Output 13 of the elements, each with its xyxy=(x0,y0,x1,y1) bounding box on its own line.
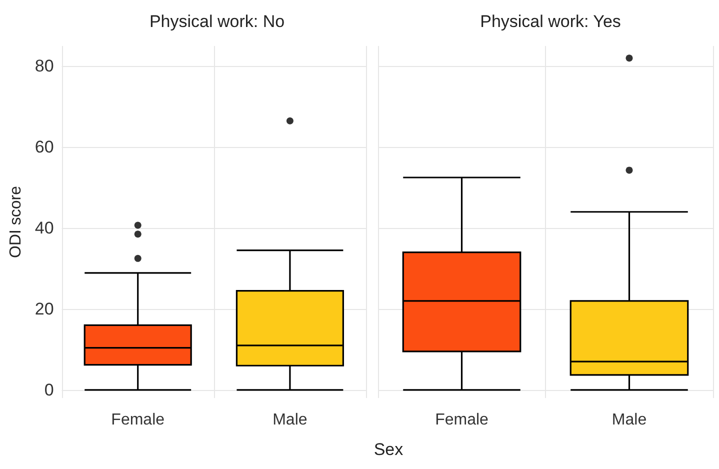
chart-title: Physical work: Yes xyxy=(480,12,621,31)
y-tick-label: 40 xyxy=(34,218,54,238)
x-axis-title: Sex xyxy=(372,440,404,460)
y-axis-title: ODI score xyxy=(8,186,24,258)
x-tick-label: Female xyxy=(435,412,489,428)
y-tick-label: 0 xyxy=(44,380,54,400)
x-tick-label: Male xyxy=(272,412,308,428)
chart-title: Physical work: No xyxy=(149,12,285,31)
y-tick-label: 80 xyxy=(34,56,54,76)
x-tick-label: Male xyxy=(612,412,647,428)
y-tick-label: 20 xyxy=(34,299,54,318)
y-tick-label: 60 xyxy=(34,138,54,157)
x-tick-label: Female xyxy=(111,412,165,428)
